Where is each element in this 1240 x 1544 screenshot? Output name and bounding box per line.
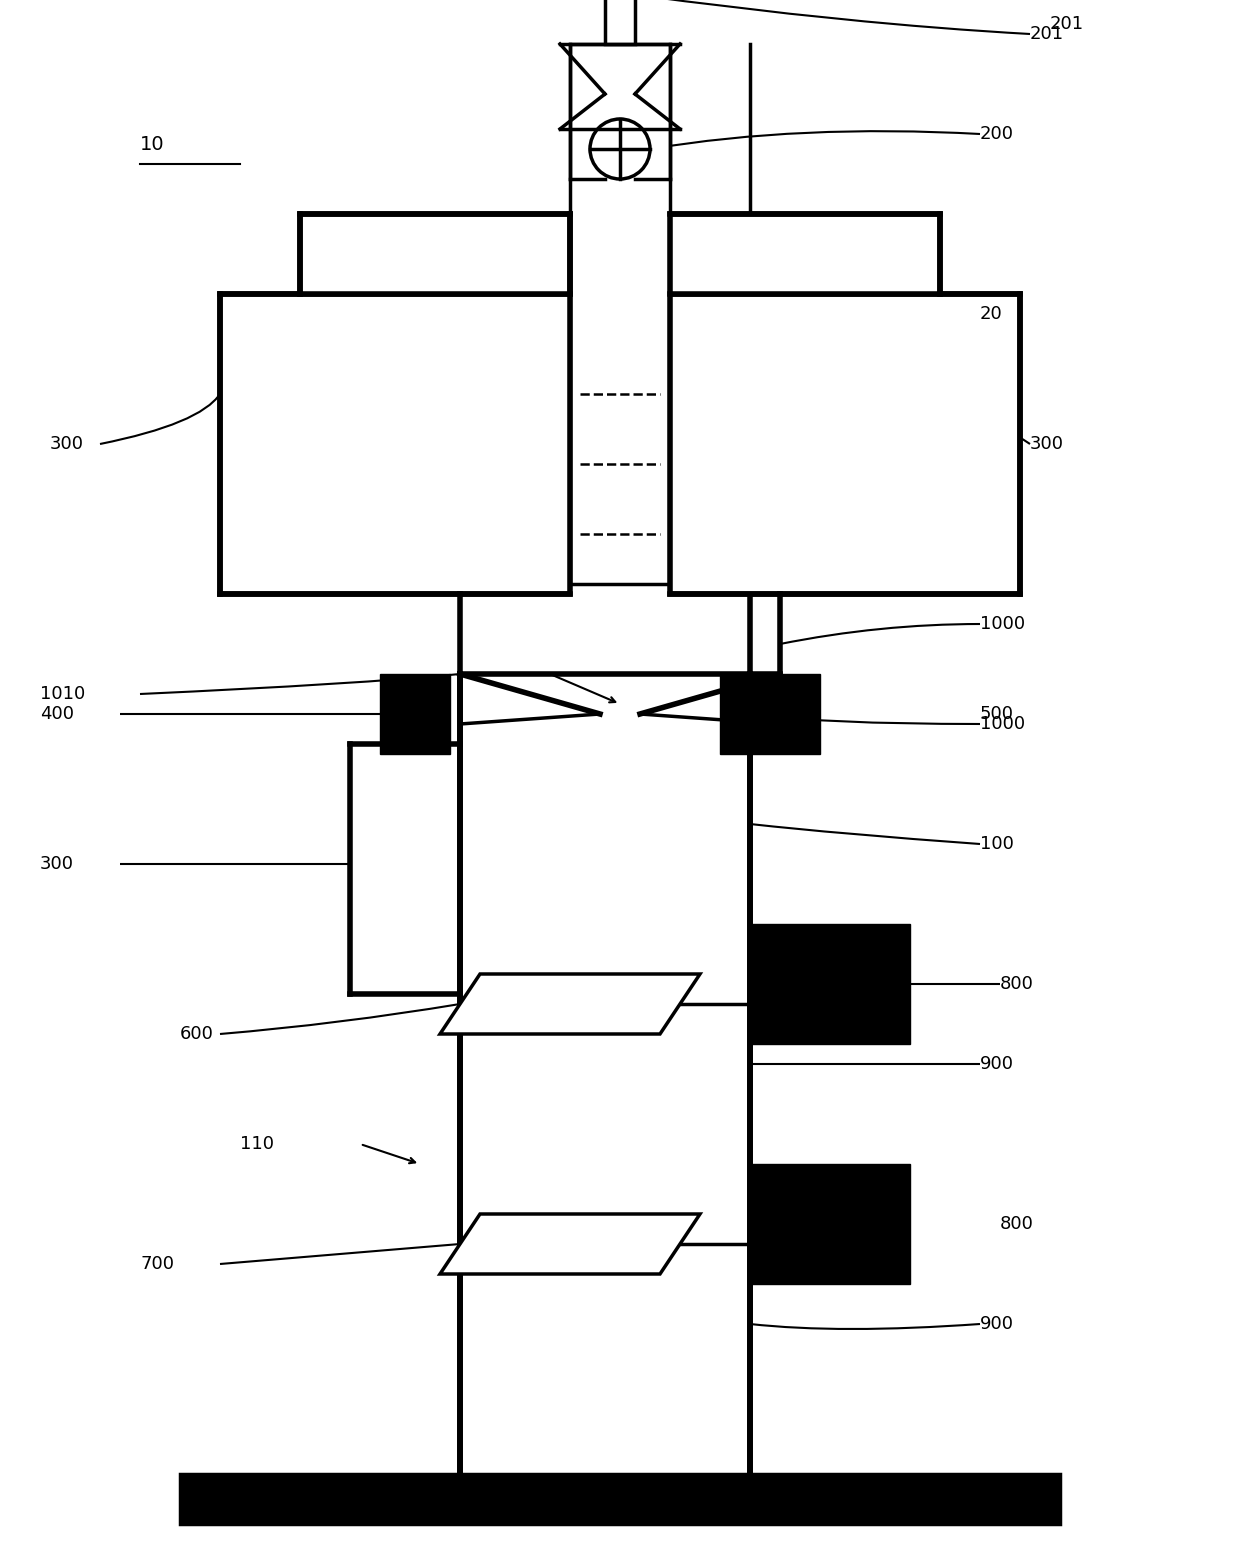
Text: 700: 700 — [140, 1255, 174, 1272]
Text: 20: 20 — [980, 306, 1003, 323]
Bar — [750, 1164, 910, 1285]
Text: 201: 201 — [1050, 15, 1084, 32]
Bar — [379, 675, 450, 753]
Text: 110: 110 — [241, 1135, 274, 1153]
Bar — [720, 693, 780, 733]
Text: 201: 201 — [1030, 25, 1064, 43]
Text: 800: 800 — [999, 974, 1034, 993]
Bar — [420, 693, 450, 733]
Bar — [670, 215, 940, 293]
Bar — [300, 215, 570, 293]
Text: 1000: 1000 — [980, 715, 1025, 733]
Text: 900: 900 — [980, 1315, 1014, 1332]
Bar — [670, 293, 1021, 594]
Text: 800: 800 — [999, 1215, 1034, 1234]
Text: 100: 100 — [980, 835, 1014, 852]
Text: 500: 500 — [980, 706, 1014, 723]
Text: 300: 300 — [50, 435, 84, 452]
Text: 200: 200 — [980, 125, 1014, 144]
Text: 300: 300 — [1030, 435, 1064, 452]
Text: 1000: 1000 — [980, 615, 1025, 633]
Bar — [180, 1475, 1060, 1524]
Polygon shape — [440, 1214, 701, 1274]
Bar — [605, 0, 635, 43]
Polygon shape — [440, 974, 701, 1034]
Bar — [219, 293, 570, 594]
Text: 1010: 1010 — [40, 686, 86, 703]
Text: 400: 400 — [40, 706, 74, 723]
Text: 300: 300 — [40, 855, 74, 872]
Bar — [750, 923, 910, 1044]
Text: 900: 900 — [980, 1055, 1014, 1073]
Bar — [720, 675, 820, 753]
Text: 600: 600 — [180, 1025, 213, 1044]
Bar — [570, 43, 670, 584]
Text: 10: 10 — [140, 134, 165, 153]
